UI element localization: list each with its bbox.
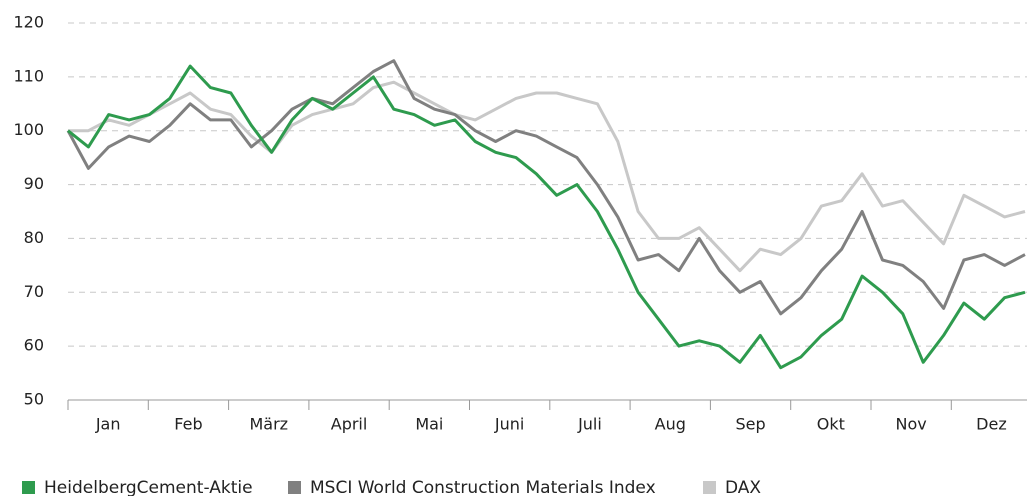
series-line xyxy=(68,80,1026,273)
legend-swatch xyxy=(22,481,35,494)
x-tick-label: Sep xyxy=(735,415,765,434)
x-tick-label: Juni xyxy=(494,415,524,434)
legend-label: HeidelbergCement-Aktie xyxy=(44,478,253,496)
y-tick-label: 50 xyxy=(24,390,44,409)
y-tick-label: 70 xyxy=(24,282,44,301)
y-tick-label: 60 xyxy=(24,336,44,355)
x-tick-label: Aug xyxy=(655,415,686,434)
x-tick-label: Mai xyxy=(415,415,443,434)
legend-label: DAX xyxy=(725,478,761,496)
legend-swatch xyxy=(703,481,716,494)
x-tick-label: Feb xyxy=(174,415,202,434)
y-tick-label: 110 xyxy=(13,66,44,85)
x-tick-label: Okt xyxy=(817,415,845,434)
legend-label: MSCI World Construction Materials Index xyxy=(310,478,656,496)
x-tick-label: Juli xyxy=(577,415,602,434)
x-tick-label: April xyxy=(331,415,368,434)
y-tick-label: 120 xyxy=(13,13,44,32)
y-tick-label: 80 xyxy=(24,228,44,247)
x-tick-label: Nov xyxy=(896,415,927,434)
series-line xyxy=(67,64,1026,370)
x-tick-label: Jan xyxy=(95,415,121,434)
x-tick-label: Dez xyxy=(976,415,1007,434)
series-line xyxy=(66,59,1026,316)
y-tick-label: 100 xyxy=(13,120,44,139)
y-tick-label: 90 xyxy=(24,174,44,193)
x-tick-label: März xyxy=(249,415,288,434)
legend-swatch xyxy=(288,481,301,494)
